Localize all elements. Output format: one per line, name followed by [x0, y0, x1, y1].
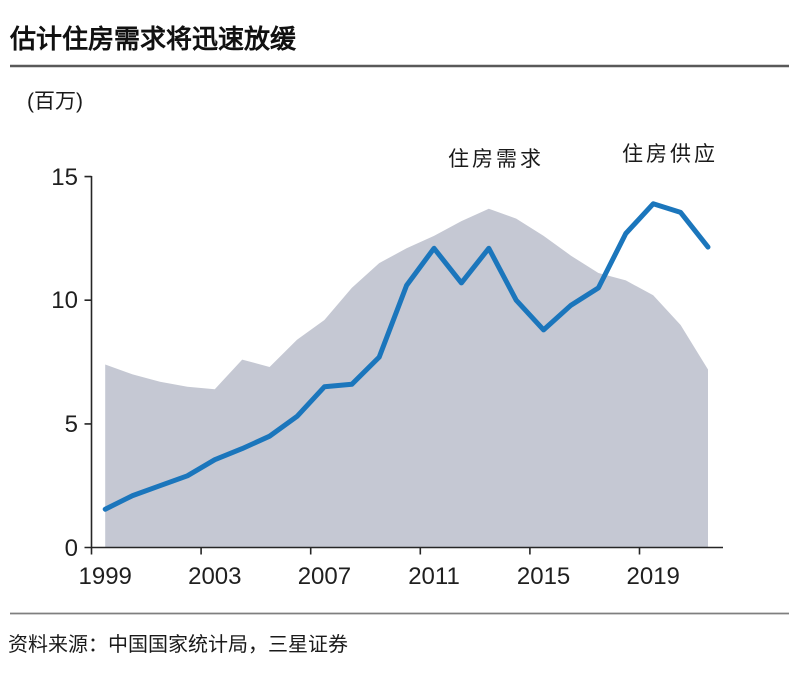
page-title: 估计住房需求将迅速放缓: [9, 24, 297, 54]
series-label-demand: 住房需求: [448, 148, 544, 171]
y-tick-label-10: 10: [51, 287, 78, 314]
x-tick-label-2019: 2019: [627, 563, 680, 590]
supply-line-series: [102, 201, 711, 512]
x-tick-label-2003: 2003: [188, 563, 241, 590]
x-tick-label-2011: 2011: [408, 563, 460, 590]
y-axis-ticks: [84, 175, 92, 549]
demand-area-series: [105, 208, 708, 548]
y-tick-label-5: 5: [65, 411, 78, 438]
y-tick-label-15: 15: [51, 164, 78, 191]
y-axis-unit-label: (百万): [27, 90, 83, 113]
x-tick-label-2015: 2015: [517, 563, 570, 590]
x-tick-label-2007: 2007: [298, 563, 351, 590]
x-tick-label-1999: 1999: [79, 563, 132, 590]
series-label-supply: 住房供应: [622, 143, 718, 166]
x-axis-ticks: [90, 547, 641, 555]
y-tick-label-0: 0: [65, 535, 78, 562]
source-note: 资料来源：中国国家统计局，三星证券: [8, 633, 348, 656]
